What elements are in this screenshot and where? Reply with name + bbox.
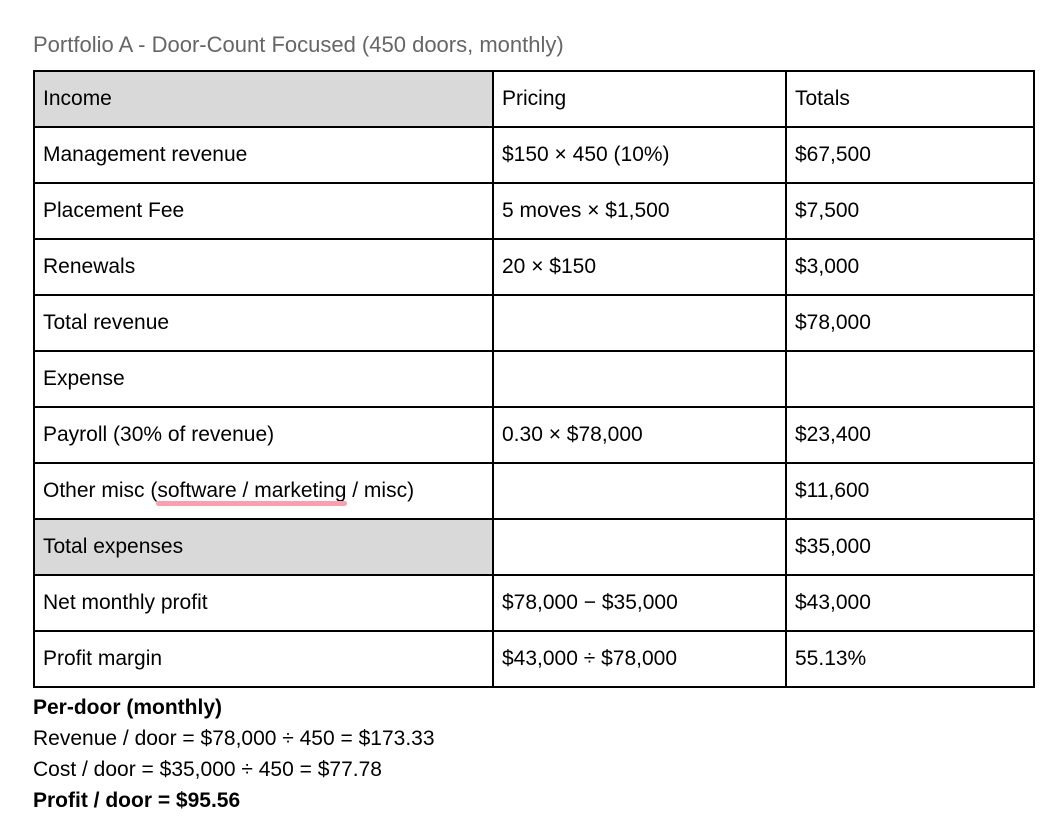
- management-revenue-label: Management revenue: [33, 126, 494, 184]
- page-title: Portfolio A - Door-Count Focused (450 do…: [33, 32, 564, 57]
- placement-fee-total: $7,500: [785, 182, 1035, 240]
- table-row-profit-margin: Profit margin $43,000 ÷ $78,000 55.13%: [33, 630, 1035, 688]
- renewals-label: Renewals: [33, 238, 494, 296]
- payroll-total: $23,400: [785, 406, 1035, 464]
- table-header-totals: Totals: [785, 70, 1035, 128]
- expense-section-total: [785, 350, 1035, 408]
- other-misc-label-prefix: Other misc (: [43, 479, 158, 502]
- placement-fee-label: Placement Fee: [33, 182, 494, 240]
- expense-section-pricing: [492, 350, 787, 408]
- table-row-payroll: Payroll (30% of revenue) 0.30 × $78,000 …: [33, 406, 1035, 464]
- other-misc-label: Other misc (software / marketing / misc): [33, 462, 494, 520]
- table-row-other-misc: Other misc (software / marketing / misc)…: [33, 462, 1035, 520]
- table-row-expense-section: Expense: [33, 350, 1035, 408]
- other-misc-label-suffix: / misc): [346, 479, 415, 502]
- total-revenue-pricing: [492, 294, 787, 352]
- payroll-label: Payroll (30% of revenue): [33, 406, 494, 464]
- portfolio-table: Income Pricing Totals Management revenue…: [33, 70, 1035, 688]
- per-door-heading: Per-door (monthly): [33, 696, 222, 719]
- table-row-net-monthly-profit: Net monthly profit $78,000 − $35,000 $43…: [33, 574, 1035, 632]
- spellcheck-underline[interactable]: software / marketing: [156, 479, 348, 506]
- table-header-pricing: Pricing: [492, 70, 787, 128]
- total-expenses-label: Total expenses: [33, 518, 494, 576]
- table-row-placement-fee: Placement Fee 5 moves × $1,500 $7,500: [33, 182, 1035, 240]
- profit-margin-pricing: $43,000 ÷ $78,000: [492, 630, 787, 688]
- table-row-management-revenue: Management revenue $150 × 450 (10%) $67,…: [33, 126, 1035, 184]
- placement-fee-pricing: 5 moves × $1,500: [492, 182, 787, 240]
- total-expenses-pricing: [492, 518, 787, 576]
- renewals-pricing: 20 × $150: [492, 238, 787, 296]
- per-door-profit-line: Profit / door = $95.56: [33, 789, 241, 812]
- expense-section-label: Expense: [33, 350, 494, 408]
- total-revenue-total: $78,000: [785, 294, 1035, 352]
- per-door-cost-line: Cost / door = $35,000 ÷ 450 = $77.78: [33, 758, 382, 781]
- per-door-revenue-line: Revenue / door = $78,000 ÷ 450 = $173.33: [33, 727, 435, 750]
- table-header-row: Income Pricing Totals: [33, 70, 1035, 128]
- payroll-pricing: 0.30 × $78,000: [492, 406, 787, 464]
- net-monthly-profit-pricing: $78,000 − $35,000: [492, 574, 787, 632]
- table-row-total-expenses: Total expenses $35,000: [33, 518, 1035, 576]
- net-monthly-profit-label: Net monthly profit: [33, 574, 494, 632]
- table-header-income: Income: [33, 70, 494, 128]
- per-door-section: Per-door (monthly) Revenue / door = $78,…: [33, 692, 1054, 816]
- profit-margin-total: 55.13%: [785, 630, 1035, 688]
- management-revenue-pricing: $150 × 450 (10%): [492, 126, 787, 184]
- total-revenue-label: Total revenue: [33, 294, 494, 352]
- profit-margin-label: Profit margin: [33, 630, 494, 688]
- net-monthly-profit-total: $43,000: [785, 574, 1035, 632]
- other-misc-total: $11,600: [785, 462, 1035, 520]
- other-misc-pricing: [492, 462, 787, 520]
- table-row-renewals: Renewals 20 × $150 $3,000: [33, 238, 1035, 296]
- total-expenses-total: $35,000: [785, 518, 1035, 576]
- renewals-total: $3,000: [785, 238, 1035, 296]
- management-revenue-total: $67,500: [785, 126, 1035, 184]
- table-row-total-revenue: Total revenue $78,000: [33, 294, 1035, 352]
